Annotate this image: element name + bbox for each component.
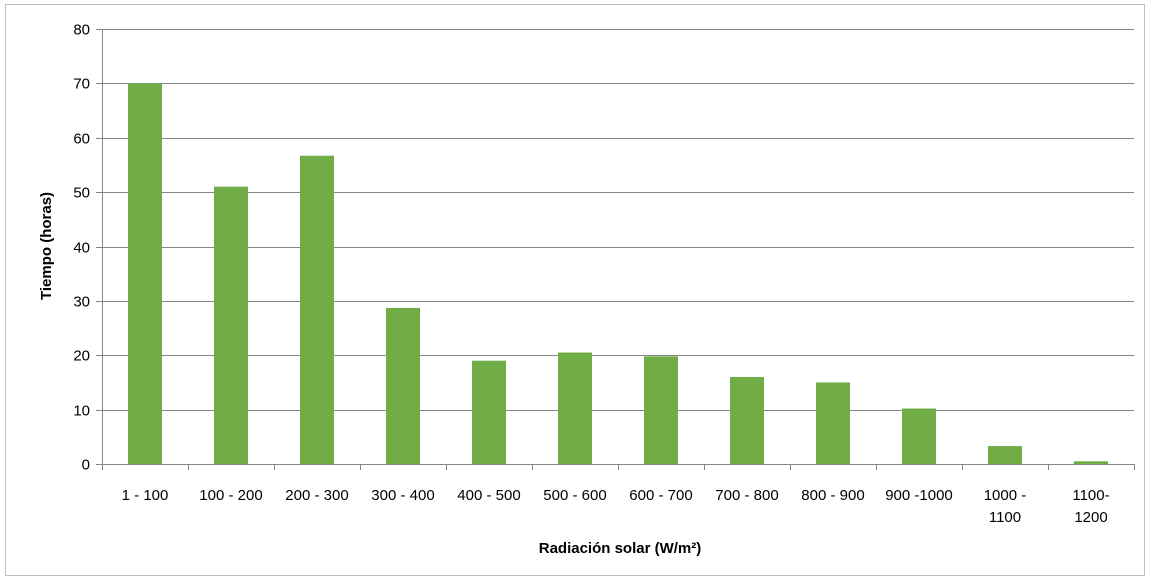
bar (300, 155, 334, 464)
x-tick-label: 1100-1200 (1072, 487, 1109, 526)
bar (472, 360, 506, 464)
axes (102, 29, 1134, 465)
bar (988, 446, 1022, 464)
x-tick-label: 500 - 600 (543, 487, 606, 504)
bars (128, 83, 1108, 464)
bar (902, 408, 936, 464)
x-tick-label: 600 - 700 (629, 487, 692, 504)
x-tick-label: 100 - 200 (199, 487, 262, 504)
x-tick-label: 1 - 100 (122, 487, 169, 504)
y-tick-label: 20 (73, 348, 90, 365)
y-axis-ticks: 0 10 20 30 40 50 60 70 80 (73, 22, 102, 474)
bar (128, 83, 162, 464)
bar (816, 382, 850, 464)
y-tick-label: 40 (73, 240, 90, 257)
chart-frame (5, 4, 1145, 576)
x-tick-label: 900 -1000 (885, 487, 953, 504)
x-tick-label: 1000 -1100 (984, 487, 1027, 526)
x-tick-label: 200 - 300 (285, 487, 348, 504)
y-tick-label: 60 (73, 131, 90, 148)
bar (558, 352, 592, 464)
gridlines (102, 29, 1134, 411)
bar (386, 307, 420, 464)
y-tick-label: 70 (73, 76, 90, 93)
x-tick-label: 300 - 400 (371, 487, 434, 504)
y-tick-label: 50 (73, 185, 90, 202)
x-axis-title: Radiación solar (W/m²) (539, 540, 702, 557)
y-tick-label: 80 (73, 22, 90, 39)
y-tick-label: 10 (73, 403, 90, 420)
bar (1074, 461, 1108, 464)
bar (730, 377, 764, 464)
x-tick-label: 700 - 800 (715, 487, 778, 504)
bar (644, 356, 678, 464)
x-tick-label: 400 - 500 (457, 487, 520, 504)
x-tick-label: 800 - 900 (801, 487, 864, 504)
bar (214, 186, 248, 464)
x-axis-ticks: 1 - 100 100 - 200 200 - 300 300 - 400 400 - … (102, 464, 1135, 526)
y-tick-label: 30 (73, 294, 90, 311)
y-tick-label: 0 (82, 457, 90, 474)
y-axis-title: Tiempo (horas) (38, 192, 55, 300)
